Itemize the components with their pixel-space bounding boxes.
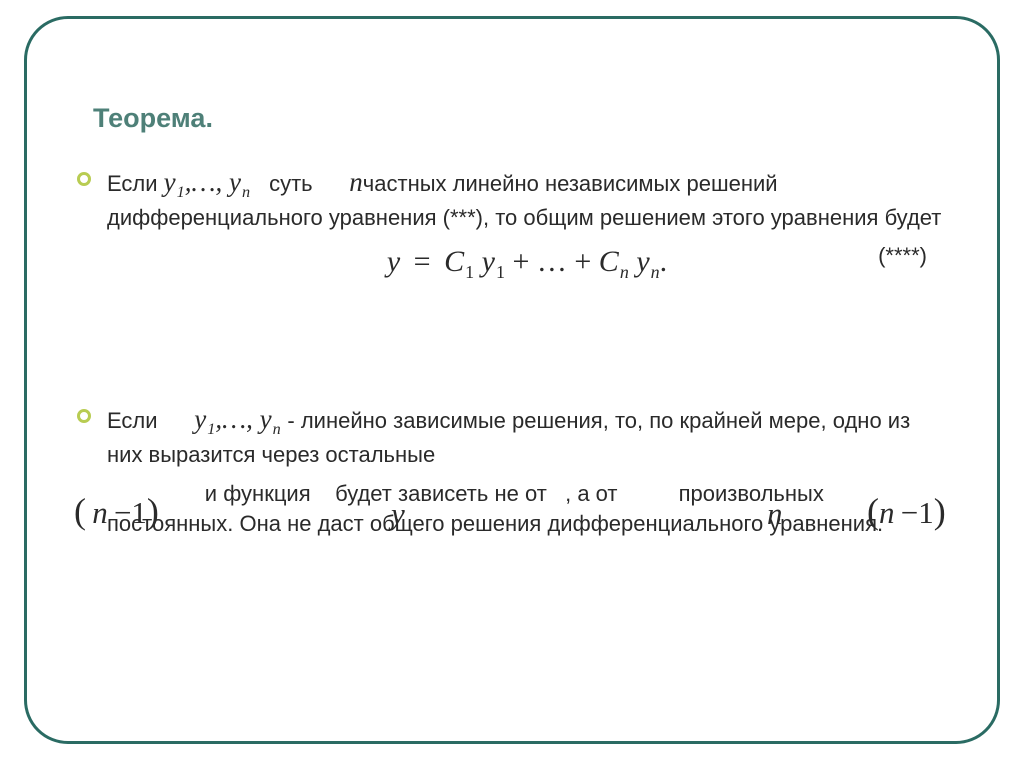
math-op: − [114, 495, 131, 530]
math-var: n [767, 496, 783, 531]
math-var: ,…, y [215, 404, 271, 434]
slide-frame: Теорема. Если y1,…, yn суть nчастных лин… [24, 16, 1000, 744]
math-num: 1 [131, 495, 147, 530]
math-sub: n [241, 183, 250, 201]
math-n-right: n [767, 493, 783, 536]
math-var: C [599, 245, 619, 278]
math-y1yn-2: y1,…, yn [194, 404, 287, 434]
math-op: + … + [512, 245, 598, 278]
math-n-minus-1-right: (n −1) [867, 487, 946, 537]
math-sub: 1 [176, 183, 185, 201]
math-var: C [444, 245, 464, 278]
math-n: n [349, 167, 363, 197]
slide-title: Теорема. [93, 103, 947, 134]
math-op: − [901, 495, 918, 530]
math-y-mid: y [391, 493, 405, 536]
equation-label: (****) [878, 241, 927, 271]
math-sub: n [650, 262, 660, 282]
math-var: ,…, y [185, 167, 241, 197]
para-3: и функция будет зависеть не от , а от пр… [77, 479, 947, 540]
math-num: 1 [918, 495, 934, 530]
math-sub: n [272, 420, 281, 438]
math-sub: n [619, 262, 629, 282]
math-n-minus-1-left: ( n −1) [74, 487, 159, 537]
math-var: y [629, 245, 650, 278]
math-dot: . [660, 245, 668, 278]
math-var: n [879, 495, 895, 530]
equation-main: y = C1 y1 + … + Cn yn. [387, 241, 667, 284]
slide: Теорема. Если y1,…, yn суть nчастных лин… [0, 0, 1024, 768]
math-op: = [408, 245, 444, 278]
math-y1yn: y1,…, yn [164, 167, 257, 197]
math-var: y [387, 245, 400, 278]
math-var: n [92, 495, 108, 530]
math-var: y [194, 404, 206, 434]
text: Если [107, 408, 164, 433]
math-sub: 1 [464, 262, 474, 282]
content-list: Если y1,…, yn суть nчастных линейно неза… [77, 164, 947, 539]
text: суть [257, 171, 343, 196]
math-sub: 1 [495, 262, 505, 282]
bullet-item-1: Если y1,…, yn суть nчастных линейно неза… [77, 164, 947, 233]
bullet-item-2: Если y1,…, yn - линейно зависимые решени… [77, 401, 947, 470]
math-sub: 1 [206, 420, 215, 438]
text: Если [107, 171, 164, 196]
math-var: y [391, 496, 405, 531]
spacer [77, 309, 947, 393]
math-var: y [164, 167, 176, 197]
math-var: y [474, 245, 495, 278]
equation-row: y = C1 y1 + … + Cn yn. (****) [77, 241, 947, 301]
